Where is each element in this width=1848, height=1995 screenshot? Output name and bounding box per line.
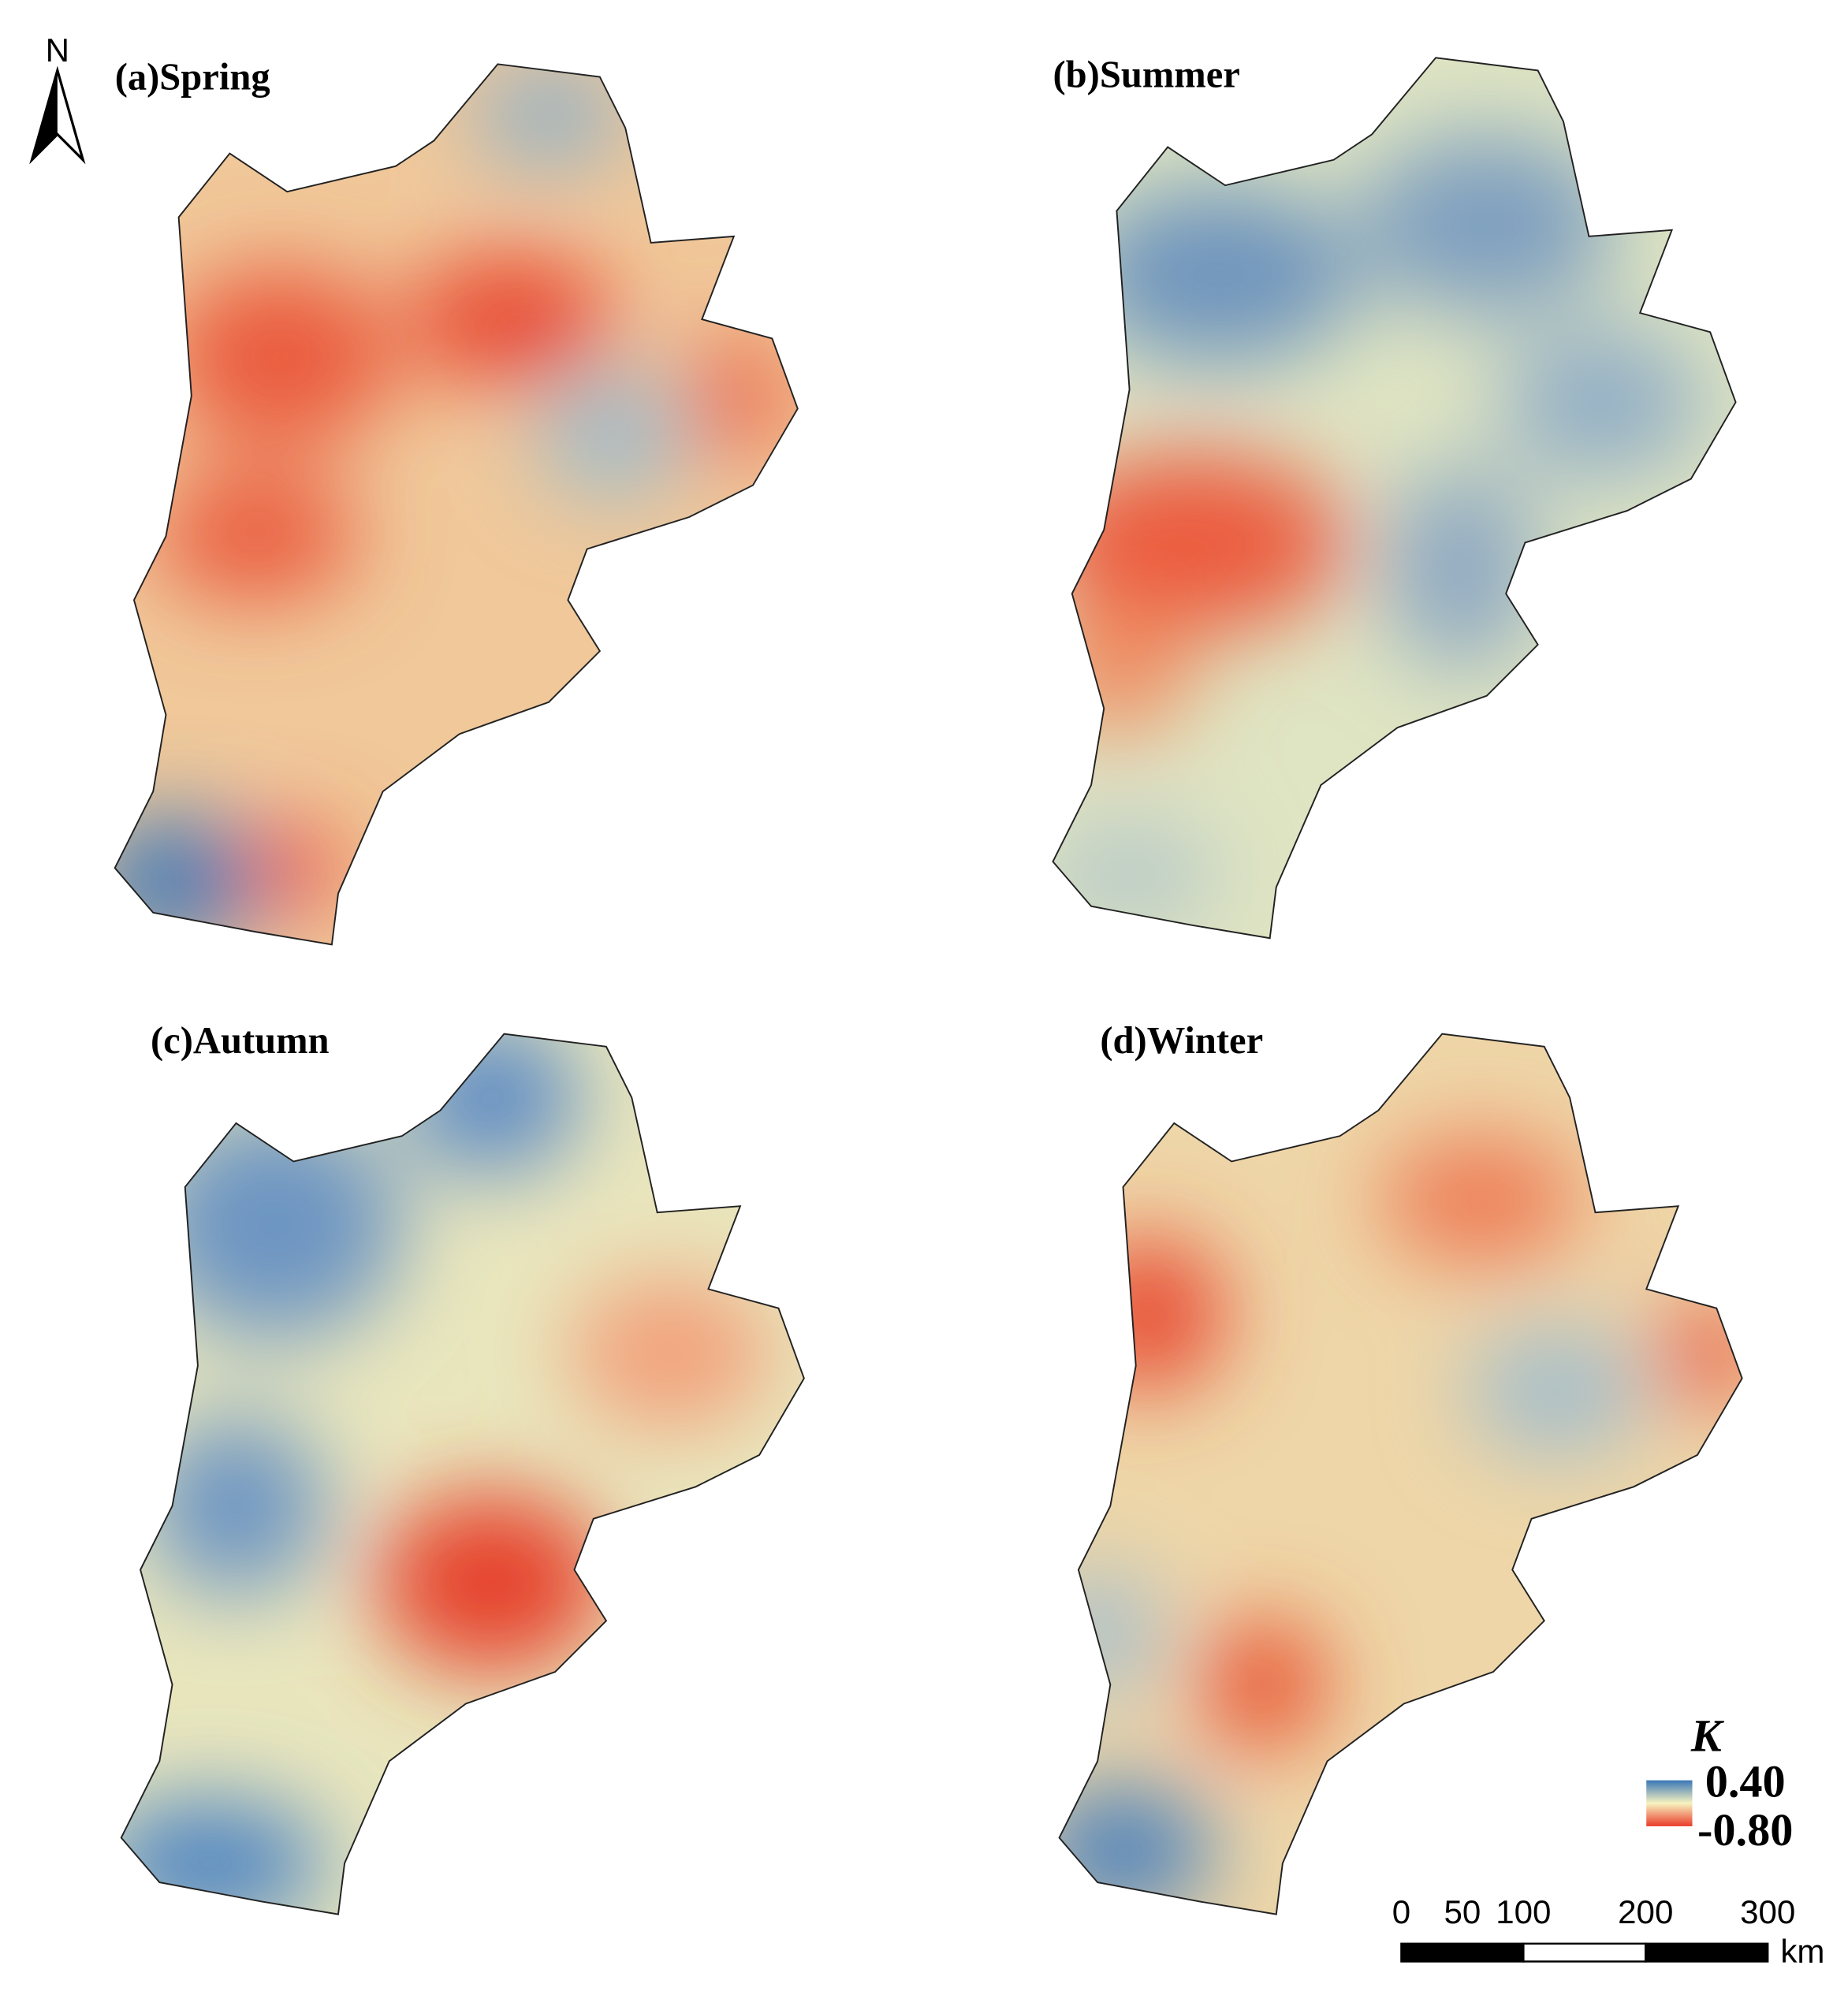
legend-title: K: [1690, 1710, 1725, 1761]
panel-title: (d)Winter: [1100, 1019, 1263, 1062]
map-panel: [114, 63, 799, 946]
north-arrow: [32, 70, 58, 160]
north-label: N: [46, 32, 69, 69]
map-panel: [120, 1033, 805, 1915]
scale-segment: [1645, 1942, 1769, 1963]
scale-label: 0: [1392, 1893, 1410, 1930]
scale-segment: [1522, 1942, 1647, 1963]
scale-label: 300: [1740, 1893, 1795, 1930]
scale-label: 50: [1444, 1893, 1481, 1930]
scale-label: 100: [1496, 1893, 1551, 1930]
scale-unit: km: [1780, 1933, 1824, 1970]
legend-label: 0.40: [1705, 1756, 1786, 1807]
panel-title: (c)Autumn: [151, 1019, 330, 1062]
panel-title: (a)Spring: [115, 56, 270, 99]
scale-segment: [1400, 1942, 1525, 1963]
legend-colorbar: [1646, 1780, 1693, 1826]
legend-label: -0.80: [1697, 1804, 1793, 1855]
map-panel: [1058, 1033, 1743, 1915]
panel-title: (b)Summer: [1053, 53, 1239, 95]
map-panel: [1052, 57, 1737, 940]
scale-label: 200: [1618, 1893, 1673, 1930]
